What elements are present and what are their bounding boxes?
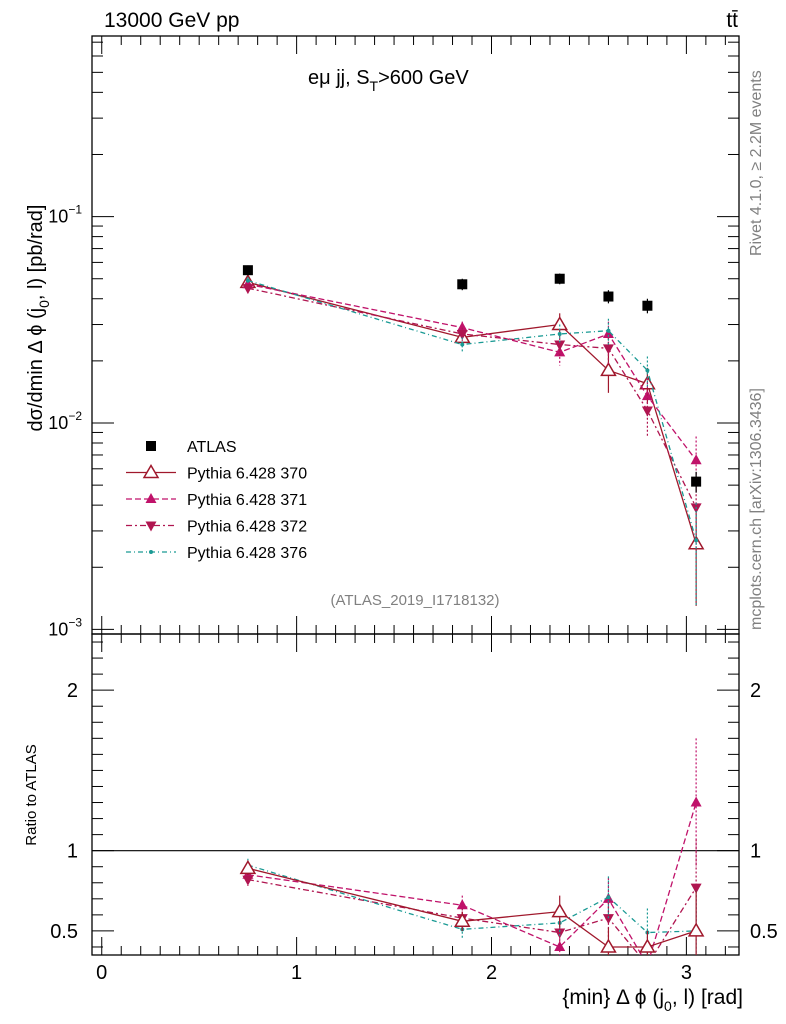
- main-pythia-6-428-376-point: [606, 328, 611, 333]
- legend-marker: [145, 493, 157, 503]
- main-pythia-6-428-376-point: [645, 368, 650, 373]
- main-pythia-6-428-370-point: [551, 316, 569, 331]
- legend-marker: [145, 521, 157, 532]
- main-pythia-6-428-371-line: [247, 283, 697, 461]
- ratio-pythia-6-428-372-line: [247, 878, 697, 955]
- main-pythia-6-428-376-point: [460, 342, 465, 347]
- main-pythia-6-428-376-point: [694, 538, 699, 543]
- ratio-series-group: [92, 738, 739, 955]
- title-tail: >600 GeV: [378, 67, 469, 89]
- ratio-pythia-6-428-371-point: [456, 899, 468, 910]
- main-ytick-label: 10−2: [48, 409, 82, 433]
- ratio-ytick-label-left: 0.5: [50, 921, 78, 943]
- ratio-pythia-6-428-376-point: [606, 895, 611, 900]
- main-pythia-6-428-376-point: [557, 331, 562, 336]
- main-pythia-6-428-372-point: [456, 329, 468, 340]
- legend: ATLAS Pythia 6.428 370 Pythia 6.428 371 Pyt…: [126, 439, 307, 562]
- ratio-pythia-6-428-370-point: [687, 922, 705, 937]
- xtick-label: 2: [486, 962, 497, 984]
- main-pythia-6-428-371-point: [602, 327, 614, 338]
- xlabel-b: , l) [rad]: [672, 986, 743, 1009]
- process-label: tt̄: [726, 9, 738, 32]
- ylabel-b: , l) [pb/rad]: [25, 204, 47, 300]
- xtick-label: 3: [681, 962, 692, 984]
- ratio-frame: [91, 633, 740, 956]
- rivet-label: Rivet 4.1.0, ≥ 2.2M events: [748, 70, 765, 256]
- legend-marker: [149, 550, 153, 554]
- main-pythia-6-428-372-point: [641, 406, 653, 417]
- main-pythia-6-428-376-line: [247, 279, 697, 541]
- xtick-label: 0: [96, 962, 107, 984]
- ratio-pythia-6-428-376-line: [247, 864, 697, 934]
- main-pythia-6-428-371-point: [690, 454, 702, 465]
- ratio-pythia-6-428-370-point: [639, 938, 656, 953]
- ratio-ytick-label-right: 1: [750, 841, 761, 863]
- x-axis-label: {min} Δ ϕ (j0, l) [rad]: [562, 986, 743, 1014]
- ratio-pythia-6-428-372-point: [242, 875, 254, 886]
- main-pythia-6-428-372-point: [242, 284, 254, 295]
- main-atlas-point: [691, 476, 702, 487]
- ytick-exp: −2: [68, 409, 82, 423]
- ytick-base: 10: [48, 619, 68, 639]
- main-pythia-6-428-370-line: [247, 281, 697, 544]
- ratio-pythia-6-428-372-point: [554, 928, 566, 939]
- legend-label: Pythia 6.428 376: [187, 545, 307, 562]
- xlabel-sub: 0: [664, 998, 672, 1014]
- xlabel-a: {min} Δ ϕ (j: [562, 986, 664, 1009]
- title-sub: T: [370, 78, 379, 94]
- main-pythia-6-428-372-point: [602, 344, 614, 355]
- ratio-pythia-6-428-370-point: [239, 859, 257, 875]
- main-pythia-6-428-372-line: [247, 287, 697, 508]
- ratio-pythia-6-428-371-point: [690, 796, 702, 807]
- main-pythia-6-428-376-point: [245, 278, 250, 283]
- ratio-pythia-6-428-372-point: [602, 914, 614, 925]
- main-plot-area: [239, 265, 705, 606]
- main-pythia-6-428-371-point: [456, 321, 468, 332]
- main-atlas-point: [554, 273, 565, 284]
- legend-marker: [146, 441, 156, 451]
- legend-marker: [142, 464, 160, 479]
- ratio-pythia-6-428-370-line: [247, 867, 697, 948]
- main-pythia-6-428-370-point: [600, 361, 617, 377]
- energy-label: 13000 GeV pp: [104, 9, 239, 32]
- legend-label: Pythia 6.428 371: [187, 492, 307, 509]
- ratio-ytick-label-right: 2: [750, 680, 761, 702]
- ratio-pythia-6-428-370-point: [600, 938, 617, 953]
- ratio-ytick-label-left: 2: [67, 680, 78, 702]
- ratio-pythia-6-428-371-line: [247, 802, 697, 955]
- ratio-ytick-label-left: 1: [67, 841, 78, 863]
- legend-label: Pythia 6.428 370: [187, 466, 307, 483]
- ytick-exp: −1: [68, 203, 82, 217]
- ratio-ytick-label-right: 0.5: [750, 921, 778, 943]
- main-ytick-label: 10−3: [48, 615, 82, 639]
- ratio-pythia-6-428-371-point: [554, 940, 566, 951]
- analysis-id: (ATLAS_2019_I1718132): [330, 592, 499, 609]
- main-pythia-6-428-372-point: [554, 340, 566, 351]
- title-main: eμ jj, S: [308, 67, 370, 89]
- ratio-pythia-6-428-370-point: [453, 912, 471, 928]
- main-atlas-point: [242, 265, 253, 276]
- main-atlas-point: [603, 291, 614, 302]
- ratio-plot-area: [92, 738, 739, 955]
- xtick-label: 1: [291, 962, 302, 984]
- ylabel-a: dσ/dmin Δ ϕ (j: [25, 308, 47, 432]
- ratio-pythia-6-428-372-point: [690, 883, 702, 894]
- ytick-base: 10: [48, 207, 68, 227]
- main-atlas-point: [457, 279, 468, 290]
- legend-label: ATLAS: [187, 439, 237, 456]
- main-ytick-label: 10−1: [48, 203, 82, 227]
- ytick-base: 10: [48, 413, 68, 433]
- main-ylabel: dσ/dmin Δ ϕ (j0, l) [pb/rad]: [25, 204, 52, 431]
- ratio-ylabel: Ratio to ATLAS: [23, 744, 40, 845]
- tick-labels: 10−310−210−10.5 0.51 12 20 1 2 3: [48, 203, 778, 984]
- mcplots-label: mcplots.cern.ch [arXiv:1306.3436]: [748, 388, 765, 630]
- main-atlas-point: [642, 300, 653, 311]
- legend-label: Pythia 6.428 372: [187, 519, 307, 536]
- ytick-exp: −3: [68, 615, 82, 629]
- axis-ticks: [92, 36, 739, 955]
- ylabel-sub: 0: [36, 300, 52, 308]
- ratio-pythia-6-428-370-point: [551, 903, 569, 918]
- main-title: eμ jj, ST>600 GeV: [308, 67, 469, 94]
